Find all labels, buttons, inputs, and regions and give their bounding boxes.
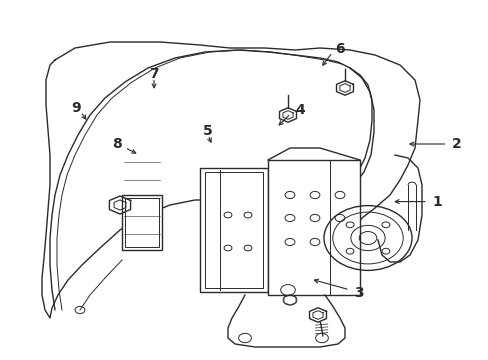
- Text: 7: 7: [149, 67, 159, 81]
- Text: 5: 5: [203, 125, 212, 138]
- Text: 4: 4: [295, 103, 305, 117]
- Text: 3: 3: [354, 287, 364, 300]
- Text: 6: 6: [334, 42, 344, 55]
- FancyBboxPatch shape: [122, 195, 162, 250]
- Text: 9: 9: [71, 101, 81, 115]
- Text: 1: 1: [432, 195, 442, 208]
- FancyBboxPatch shape: [124, 198, 159, 247]
- FancyBboxPatch shape: [204, 172, 263, 288]
- Text: 8: 8: [112, 137, 122, 151]
- Text: 2: 2: [451, 137, 461, 151]
- FancyBboxPatch shape: [267, 160, 359, 295]
- FancyBboxPatch shape: [200, 168, 267, 292]
